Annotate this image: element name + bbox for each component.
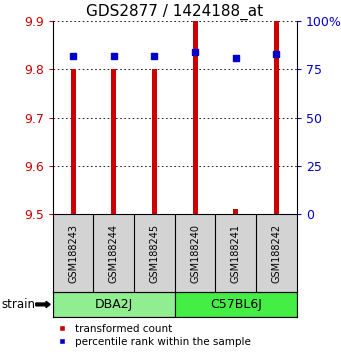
Bar [274, 21, 279, 214]
Text: DBA2J: DBA2J [95, 298, 133, 311]
Text: GSM188240: GSM188240 [190, 224, 200, 282]
Text: C57BL6J: C57BL6J [210, 298, 262, 311]
Bar [71, 69, 76, 214]
Text: strain: strain [2, 298, 36, 311]
Text: GSM188245: GSM188245 [149, 223, 160, 283]
Bar [193, 21, 197, 214]
Bar [152, 69, 157, 214]
Bar [175, 292, 297, 317]
Title: GDS2877 / 1424188_at: GDS2877 / 1424188_at [86, 4, 263, 20]
Text: GSM188242: GSM188242 [271, 223, 281, 283]
Text: GSM188243: GSM188243 [68, 224, 78, 282]
Text: GSM188244: GSM188244 [109, 224, 119, 282]
Legend: transformed count, percentile rank within the sample: transformed count, percentile rank withi… [51, 324, 251, 347]
Bar [112, 69, 116, 214]
Bar [53, 292, 175, 317]
Text: GSM188241: GSM188241 [231, 224, 241, 282]
Bar [233, 209, 238, 214]
